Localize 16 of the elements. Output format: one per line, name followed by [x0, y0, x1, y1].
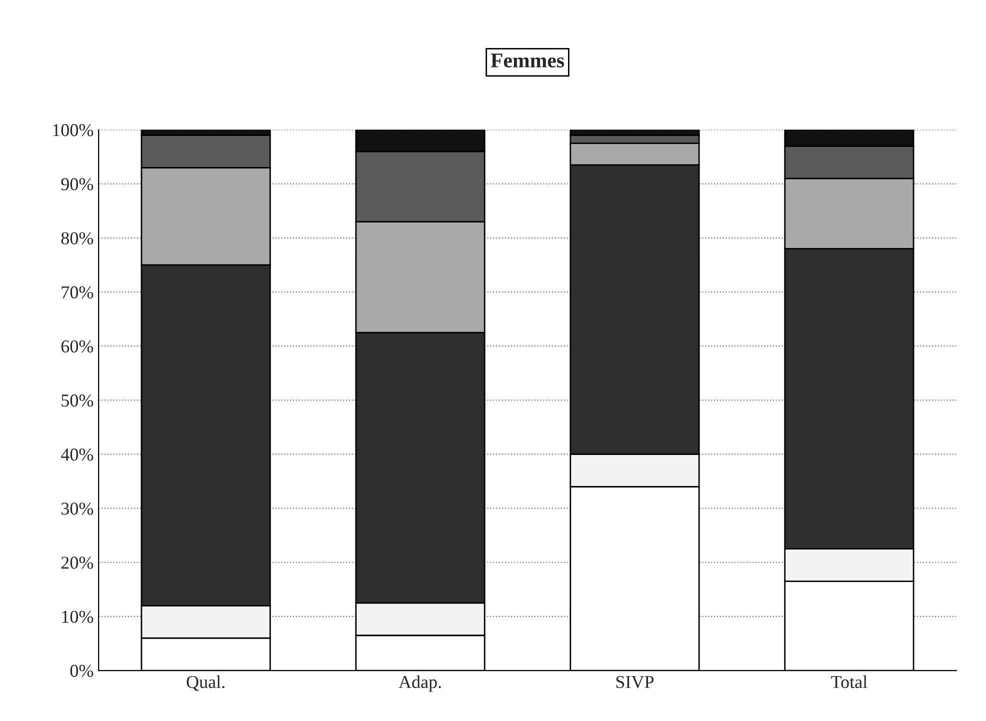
y-tick-label: 90%	[61, 178, 94, 190]
y-tick-label: 50%	[62, 394, 94, 407]
y-tick-label: 100%	[53, 124, 94, 136]
chart-title: Femmes	[490, 54, 564, 68]
x-tick-label: Total	[831, 675, 868, 688]
x-tick-label: SIVP	[616, 676, 654, 688]
y-tick-label: 20%	[61, 556, 94, 569]
y-tick-label: 40%	[60, 448, 94, 461]
y-tick-label: 80%	[61, 232, 94, 244]
x-tick-label: Adap.	[398, 675, 441, 692]
y-tick-label: 30%	[62, 502, 94, 515]
y-tick-label: 10%	[62, 610, 94, 623]
y-tick-label: 60%	[61, 340, 94, 353]
x-tick-label: Qual.	[186, 675, 224, 691]
y-tick-label: 70%	[62, 286, 94, 299]
y-tick-label: 0%	[70, 664, 94, 678]
